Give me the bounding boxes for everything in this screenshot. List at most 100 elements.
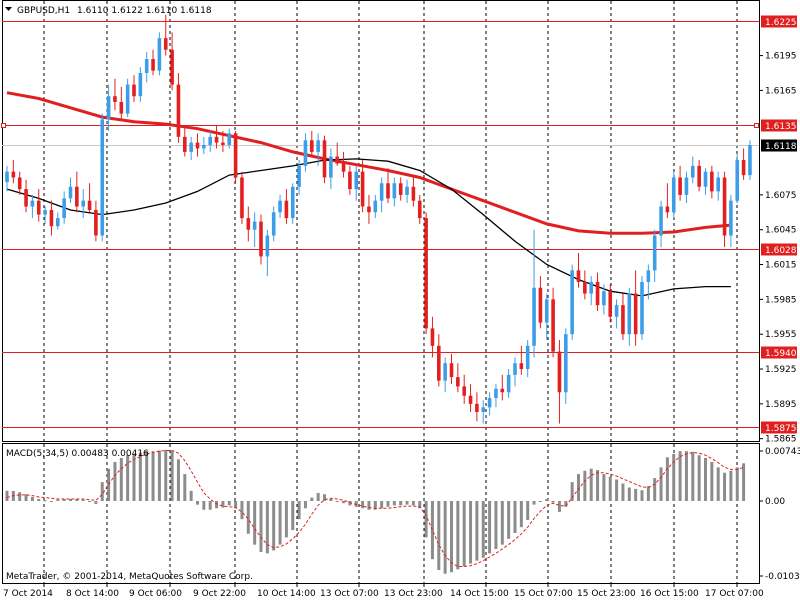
candle bbox=[354, 165, 359, 201]
candle bbox=[227, 128, 232, 149]
macd-bar bbox=[88, 501, 92, 502]
macd-bar bbox=[240, 501, 244, 520]
price-tick-label: 1.5985 bbox=[765, 295, 797, 305]
candle bbox=[443, 357, 447, 393]
time-label: 13 Oct 23:00 bbox=[384, 589, 443, 599]
macd-bar bbox=[278, 501, 282, 545]
macd-bar bbox=[532, 501, 536, 505]
copyright-text: MetaTrader, © 2001-2014, MetaQuotes Soft… bbox=[6, 572, 253, 582]
candle bbox=[437, 334, 441, 387]
candle bbox=[475, 392, 479, 422]
macd-bar bbox=[176, 459, 180, 501]
level-price-label: 1.6135 bbox=[765, 122, 797, 132]
level-price-label: 1.5875 bbox=[765, 424, 797, 434]
candle bbox=[100, 113, 105, 242]
candle bbox=[113, 78, 117, 111]
price-tick-label: 1.5925 bbox=[765, 365, 797, 375]
macd-signal-line bbox=[6, 450, 744, 567]
macd-bar bbox=[424, 501, 428, 538]
level-price-label: 1.5940 bbox=[765, 349, 797, 359]
macd-bar bbox=[316, 492, 320, 501]
candle bbox=[5, 165, 9, 192]
candle bbox=[360, 160, 365, 213]
macd-bar bbox=[456, 501, 460, 570]
price-tick-label: 1.6015 bbox=[765, 261, 797, 271]
macd-bar bbox=[189, 490, 193, 501]
macd-bar bbox=[596, 470, 600, 501]
macd-bar bbox=[405, 501, 409, 505]
candle bbox=[576, 252, 581, 288]
candle bbox=[430, 316, 435, 358]
price-tick-label: 1.5865 bbox=[765, 435, 797, 445]
candle bbox=[17, 171, 22, 195]
line-handle-icon[interactable] bbox=[1, 123, 6, 128]
macd-bar bbox=[323, 494, 326, 501]
macd-bar bbox=[354, 501, 358, 507]
candle bbox=[710, 165, 714, 199]
candle bbox=[36, 189, 41, 222]
candle bbox=[125, 78, 130, 118]
macd-bar bbox=[221, 501, 225, 508]
candle bbox=[532, 229, 536, 358]
macd-bar bbox=[437, 501, 441, 571]
level-price-tag bbox=[761, 119, 797, 132]
macd-bar bbox=[665, 457, 669, 501]
macd-bar bbox=[513, 501, 517, 534]
candle bbox=[665, 183, 670, 219]
candle bbox=[341, 151, 346, 178]
dropdown-arrow-icon[interactable] bbox=[5, 7, 12, 11]
macd-bar bbox=[157, 450, 161, 501]
candles bbox=[5, 14, 752, 424]
macd-bar bbox=[119, 457, 123, 501]
macd-bar bbox=[107, 468, 111, 501]
candle bbox=[449, 353, 454, 385]
macd-bar bbox=[570, 482, 574, 501]
macd-bar bbox=[265, 501, 269, 554]
line-handle-icon[interactable] bbox=[754, 123, 759, 128]
candle bbox=[589, 276, 593, 306]
macd-bar bbox=[5, 490, 9, 501]
macd-bar bbox=[380, 501, 384, 509]
macd-bar bbox=[608, 476, 612, 501]
candle bbox=[56, 212, 60, 230]
macd-bar bbox=[672, 453, 676, 501]
macd-bar bbox=[297, 501, 301, 520]
macd-bar bbox=[469, 501, 473, 564]
macd-bar bbox=[494, 501, 498, 550]
candle bbox=[106, 84, 111, 132]
horizontal-levels[interactable]: 1.6225 1.6135 1.6028 1.5940 1.5875 1.6118 bbox=[1, 15, 798, 435]
candle bbox=[30, 194, 35, 219]
candle bbox=[259, 214, 263, 265]
macd-bar bbox=[310, 497, 314, 501]
price-axis: 1.6195 1.6165 1.6075 1.6045 1.6015 1.5985 1.59… bbox=[759, 52, 797, 445]
time-label: 14 Oct 15:00 bbox=[450, 589, 509, 599]
macd-bar bbox=[18, 492, 22, 501]
macd-bar bbox=[538, 501, 542, 502]
candle bbox=[506, 369, 511, 399]
macd-bar bbox=[551, 501, 555, 503]
time-label: 15 Oct 23:00 bbox=[577, 589, 636, 599]
macd-bar bbox=[615, 479, 619, 501]
candle bbox=[570, 264, 574, 340]
macd-bar bbox=[583, 470, 587, 501]
candle bbox=[456, 363, 460, 393]
candle bbox=[614, 299, 619, 329]
candle bbox=[652, 229, 657, 282]
macd-bar bbox=[348, 501, 352, 506]
macd-bar bbox=[138, 452, 142, 501]
candle bbox=[310, 131, 314, 157]
candle bbox=[557, 339, 562, 424]
macd-bar bbox=[342, 501, 346, 504]
candle bbox=[284, 189, 289, 224]
time-label: 8 Oct 14:00 bbox=[66, 589, 119, 599]
macd-bar bbox=[735, 467, 739, 501]
candle bbox=[741, 148, 746, 180]
macd-bar bbox=[507, 501, 511, 539]
price-panel-frame bbox=[2, 0, 760, 442]
candle bbox=[595, 272, 600, 311]
macd-indicator bbox=[5, 449, 746, 574]
macd-bar bbox=[399, 501, 403, 506]
macd-bar bbox=[519, 501, 523, 528]
